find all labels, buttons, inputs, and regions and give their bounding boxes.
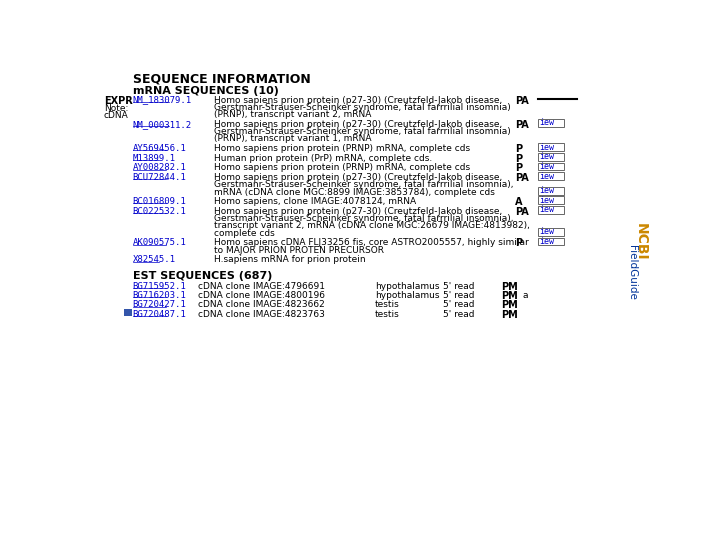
Text: PM: PM	[500, 291, 518, 301]
Text: BG720487.1: BG720487.1	[132, 309, 186, 319]
FancyBboxPatch shape	[538, 172, 564, 180]
Text: 5' read: 5' read	[443, 282, 474, 291]
Text: EST SEQUENCES (687): EST SEQUENCES (687)	[132, 271, 272, 281]
Text: cDNA clone IMAGE:4823763: cDNA clone IMAGE:4823763	[199, 309, 325, 319]
Text: iew: iew	[539, 118, 554, 127]
FancyBboxPatch shape	[538, 197, 564, 204]
Text: Homo sapiens prion protein (PRNP) mRNA, complete cds: Homo sapiens prion protein (PRNP) mRNA, …	[214, 164, 470, 172]
Text: Homo sapiens prion protein (p27-30) (Creutzfeld-Jakob disease,: Homo sapiens prion protein (p27-30) (Cre…	[214, 96, 503, 105]
FancyBboxPatch shape	[538, 206, 564, 214]
Text: PA: PA	[515, 96, 528, 106]
Text: Homo sapiens prion protein (p27-30) (Creutzfeld-Jakob disease,: Homo sapiens prion protein (p27-30) (Cre…	[214, 120, 503, 129]
Text: 5' read: 5' read	[443, 291, 474, 300]
Text: H.sapiens mRNA for prion protein: H.sapiens mRNA for prion protein	[214, 255, 366, 265]
Text: BG720427.1: BG720427.1	[132, 300, 186, 309]
Text: iew: iew	[539, 186, 554, 195]
Text: iew: iew	[539, 143, 554, 152]
Text: mRNA (cDNA clone MGC:8899 IMAGE:3853784), complete cds: mRNA (cDNA clone MGC:8899 IMAGE:3853784)…	[214, 187, 495, 197]
Text: iew: iew	[539, 172, 554, 180]
Text: PA: PA	[515, 120, 528, 130]
Text: Homo sapiens, clone IMAGE:4078124, mRNA: Homo sapiens, clone IMAGE:4078124, mRNA	[214, 197, 416, 206]
Text: Gerstmanr-Strauser-Scheinker syndrome, fatal farrrilial insomnia): Gerstmanr-Strauser-Scheinker syndrome, f…	[214, 103, 510, 112]
Text: NCBI: NCBI	[634, 223, 647, 261]
Text: BC016809.1: BC016809.1	[132, 197, 186, 206]
FancyBboxPatch shape	[538, 119, 564, 127]
Text: to MAJOR PRION PROTEN PRECURSOR: to MAJOR PRION PROTEN PRECURSOR	[214, 246, 384, 255]
Text: BG716203.1: BG716203.1	[132, 291, 186, 300]
Text: AK090575.1: AK090575.1	[132, 239, 186, 247]
FancyBboxPatch shape	[538, 163, 564, 170]
Text: iew: iew	[539, 227, 554, 237]
Text: complete cds: complete cds	[214, 229, 275, 238]
Text: testis: testis	[375, 300, 400, 309]
Text: Gerstmanr-Strauser-Scheinker syndrome, fatal farrrilial insomnia),: Gerstmanr-Strauser-Scheinker syndrome, f…	[214, 214, 513, 223]
Text: 5' read: 5' read	[443, 309, 474, 319]
Text: Homo sapiens cDNA FLJ33256 fis, core ASTRO2005557, highly similar: Homo sapiens cDNA FLJ33256 fis, core AST…	[214, 239, 528, 247]
Text: BC022532.1: BC022532.1	[132, 207, 186, 216]
FancyBboxPatch shape	[538, 153, 564, 161]
Text: BCU72844.1: BCU72844.1	[132, 173, 186, 182]
Text: (PRNP), transcript variant 1, mRNA: (PRNP), transcript variant 1, mRNA	[214, 134, 372, 144]
Text: Gerstmanr-Strauser-Scheinker syndrome, fatal farrrilial insomnia),: Gerstmanr-Strauser-Scheinker syndrome, f…	[214, 180, 513, 190]
Text: testis: testis	[375, 309, 400, 319]
Text: AY008282.1: AY008282.1	[132, 164, 186, 172]
Text: M13899.1: M13899.1	[132, 154, 176, 163]
Text: 5' read: 5' read	[443, 300, 474, 309]
Text: iew: iew	[539, 205, 554, 214]
Text: iew: iew	[539, 196, 554, 205]
Text: NM_000311.2: NM_000311.2	[132, 120, 192, 129]
Text: Gerstmanr-Strauser-Scheinker syndrome, fatal farrrilial insomnia): Gerstmanr-Strauser-Scheinker syndrome, f…	[214, 127, 510, 136]
Text: A: A	[515, 197, 522, 207]
Text: FieldGuide: FieldGuide	[628, 245, 637, 300]
Text: hypothalamus: hypothalamus	[375, 282, 440, 291]
Text: Homo sapiens prion protein (PRNP) mRNA, complete cds: Homo sapiens prion protein (PRNP) mRNA, …	[214, 144, 470, 153]
FancyBboxPatch shape	[538, 228, 564, 236]
Text: Note:: Note:	[104, 104, 128, 113]
Text: Human prion protein (PrP) mRNA, complete cds.: Human prion protein (PrP) mRNA, complete…	[214, 154, 432, 163]
Text: PM: PM	[500, 300, 518, 310]
Text: iew: iew	[539, 152, 554, 161]
Text: hypothalamus: hypothalamus	[375, 291, 440, 300]
Text: transcript variant 2, mRNA (cDNA clone MGC:26679 IMAGE:4813982),: transcript variant 2, mRNA (cDNA clone M…	[214, 221, 530, 231]
Text: P: P	[515, 144, 522, 154]
Text: a: a	[523, 291, 528, 300]
Text: mRNA SEQUENCES (10): mRNA SEQUENCES (10)	[132, 85, 279, 96]
Text: cDNA clone IMAGE:4800196: cDNA clone IMAGE:4800196	[199, 291, 325, 300]
Text: PA: PA	[515, 207, 528, 217]
Text: cDNA clone IMAGE:4796691: cDNA clone IMAGE:4796691	[199, 282, 325, 291]
Text: (PRNP), transcript variant 2, mRNA: (PRNP), transcript variant 2, mRNA	[214, 110, 372, 119]
Text: PM: PM	[500, 309, 518, 320]
Text: P: P	[515, 239, 522, 248]
Text: iew: iew	[539, 162, 554, 171]
FancyBboxPatch shape	[538, 143, 564, 151]
Text: cDNA: cDNA	[104, 111, 129, 120]
Text: AY569456.1: AY569456.1	[132, 144, 186, 153]
Text: PM: PM	[500, 282, 518, 292]
Text: X82545.1: X82545.1	[132, 255, 176, 265]
Text: iew: iew	[539, 237, 554, 246]
Text: PA: PA	[515, 173, 528, 183]
Text: P: P	[515, 154, 522, 164]
FancyBboxPatch shape	[538, 187, 564, 194]
Text: cDNA clone IMAGE:4823662: cDNA clone IMAGE:4823662	[199, 300, 325, 309]
FancyBboxPatch shape	[538, 238, 564, 245]
Text: NM_183079.1: NM_183079.1	[132, 96, 192, 105]
Text: EXPR: EXPR	[104, 96, 132, 106]
Text: SEQUENCE INFORMATION: SEQUENCE INFORMATION	[132, 72, 310, 85]
Text: Homo sapiens prion protein (p27-30) (Creutzfeld-Jakob disease,: Homo sapiens prion protein (p27-30) (Cre…	[214, 173, 503, 182]
Text: BG715952.1: BG715952.1	[132, 282, 186, 291]
Text: P: P	[515, 164, 522, 173]
Text: Homo sapiens prion protein (p27-30) (Creutzfeld-Jakob disease,: Homo sapiens prion protein (p27-30) (Cre…	[214, 207, 503, 216]
Bar	[124, 309, 132, 316]
